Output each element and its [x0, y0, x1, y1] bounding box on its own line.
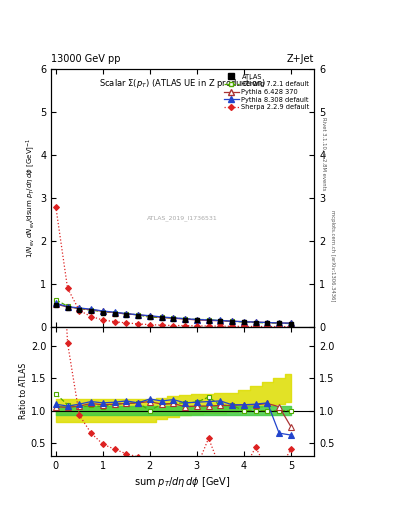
Text: Rivet 3.1.10, ≥ 2.8M events: Rivet 3.1.10, ≥ 2.8M events [322, 117, 327, 190]
Y-axis label: Ratio to ATLAS: Ratio to ATLAS [19, 363, 28, 419]
Text: mcplots.cern.ch [arXiv:1306.3436]: mcplots.cern.ch [arXiv:1306.3436] [330, 210, 334, 302]
Legend: ATLAS, Herwig 7.2.1 default, Pythia 6.428 370, Pythia 8.308 default, Sherpa 2.2.: ATLAS, Herwig 7.2.1 default, Pythia 6.42… [223, 73, 311, 112]
Text: Scalar $\Sigma(p_T)$ (ATLAS UE in Z production): Scalar $\Sigma(p_T)$ (ATLAS UE in Z prod… [99, 77, 266, 90]
Y-axis label: $1/N_\mathrm{ev}\ dN_\mathrm{ev}/\mathrm{dsum}\ p_T/d\eta\,d\phi\ [\mathrm{GeV}]: $1/N_\mathrm{ev}\ dN_\mathrm{ev}/\mathrm… [24, 138, 37, 258]
Text: Z+Jet: Z+Jet [287, 54, 314, 64]
Text: 13000 GeV pp: 13000 GeV pp [51, 54, 121, 64]
X-axis label: sum $p_T/d\eta\,d\phi$ [GeV]: sum $p_T/d\eta\,d\phi$ [GeV] [134, 475, 231, 489]
Text: ATLAS_2019_I1736531: ATLAS_2019_I1736531 [147, 216, 218, 221]
